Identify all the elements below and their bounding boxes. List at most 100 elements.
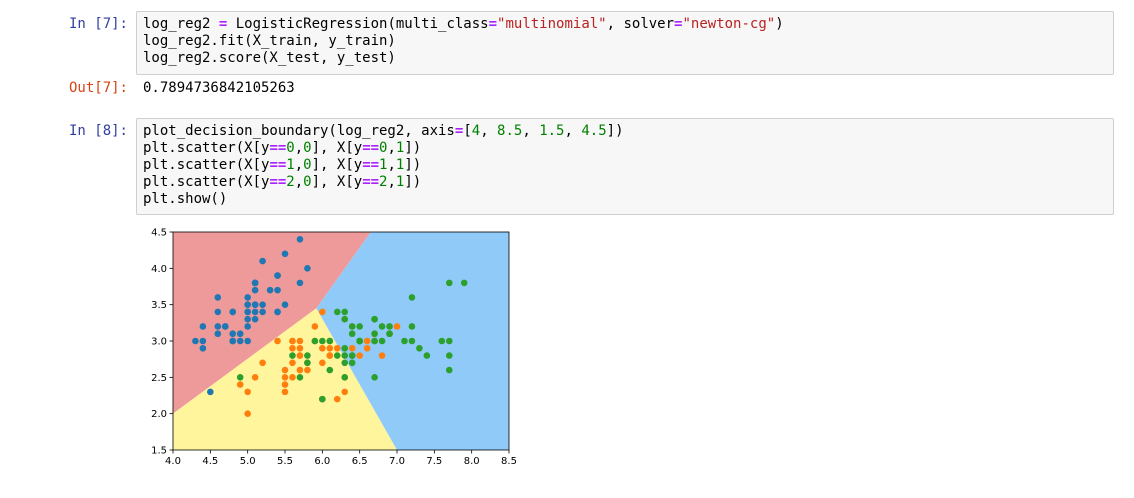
x-tick-label: 5.5 (277, 456, 293, 467)
y-tick-label: 3.0 (151, 337, 167, 348)
scatter-point-class-2 (460, 279, 468, 287)
scatter-point-class-1 (296, 366, 304, 374)
scatter-point-class-0 (192, 337, 199, 345)
code-line: plt.show() (143, 191, 228, 207)
scatter-point-class-2 (348, 359, 356, 367)
scatter-point-class-2 (378, 323, 386, 330)
x-tick-label: 7.0 (389, 456, 405, 467)
scatter-point-class-2 (445, 366, 453, 374)
x-tick-label: 6.5 (352, 456, 368, 467)
scatter-point-class-2 (348, 352, 356, 359)
scatter-point-class-1 (319, 308, 326, 316)
scatter-point-class-0 (274, 308, 281, 316)
scatter-point-class-0 (214, 330, 222, 338)
scatter-point-class-0 (274, 272, 281, 279)
scatter-point-class-1 (251, 374, 259, 381)
scatter-point-class-0 (244, 323, 251, 330)
code-editor[interactable]: log_reg2 = LogisticRegression(multi_clas… (143, 16, 1107, 67)
scatter-point-class-2 (341, 359, 349, 367)
scatter-point-class-0 (214, 294, 222, 301)
scatter-point-class-1 (356, 352, 363, 359)
x-tick-label: 8.0 (464, 456, 480, 467)
scatter-point-class-2 (378, 337, 386, 345)
code-editor[interactable]: plot_decision_boundary(log_reg2, axis=[4… (143, 123, 1107, 208)
scatter-point-class-0 (259, 257, 266, 265)
scatter-point-class-2 (348, 323, 356, 330)
scatter-point-class-2 (408, 294, 416, 301)
scatter-point-class-2 (304, 359, 311, 367)
scatter-point-class-2 (445, 352, 453, 359)
scatter-point-class-1 (259, 359, 266, 367)
scatter-point-class-2 (236, 374, 244, 381)
scatter-point-class-1 (311, 323, 319, 330)
scatter-point-class-1 (244, 388, 251, 396)
scatter-point-class-0 (236, 337, 244, 345)
output-value: 0.7894736842105263 (143, 80, 295, 96)
scatter-point-class-1 (363, 337, 371, 345)
y-tick-label: 1.5 (151, 446, 167, 457)
scatter-point-class-2 (356, 337, 363, 345)
decision-boundary-plot: 4.0 4.5 5.0 5.5 6.0 6.5 7.0 7.5 8.0 8.5 1.5 2.0 2.5 3… (151, 228, 517, 468)
scatter-point-class-1 (296, 337, 304, 345)
code-cell-7[interactable]: log_reg2 = LogisticRegression(multi_clas… (136, 11, 1114, 75)
scatter-point-class-0 (304, 265, 311, 272)
y-tick-label: 3.5 (151, 300, 167, 311)
scatter-point-class-0 (214, 323, 222, 330)
x-tick-label: 8.5 (501, 456, 517, 467)
scatter-point-class-2 (416, 344, 423, 352)
scatter-point-class-2 (326, 337, 334, 345)
x-tick-label: 4.5 (202, 456, 218, 467)
scatter-point-class-1 (326, 352, 334, 359)
scatter-point-class-0 (199, 337, 207, 345)
scatter-point-class-0 (281, 301, 289, 308)
scatter-point-class-1 (289, 374, 296, 381)
scatter-point-class-0 (244, 294, 251, 301)
scatter-point-class-1 (348, 344, 356, 352)
scatter-point-class-0 (244, 315, 251, 323)
scatter-point-class-0 (199, 323, 207, 330)
scatter-point-class-0 (214, 308, 222, 316)
x-tick-label: 6.0 (314, 456, 330, 467)
scatter-point-class-2 (319, 395, 326, 403)
scatter-point-class-1 (244, 410, 251, 417)
scatter-point-class-1 (281, 388, 289, 396)
scatter-point-class-2 (333, 308, 341, 316)
scatter-point-class-1 (274, 337, 281, 345)
scatter-point-class-1 (304, 366, 311, 374)
scatter-point-class-1 (236, 381, 244, 388)
scatter-point-class-0 (296, 279, 304, 287)
scatter-point-class-2 (438, 337, 446, 345)
scatter-point-class-2 (408, 337, 416, 345)
code-line: plot_decision_boundary(log_reg2, axis=[4… (143, 123, 624, 139)
x-tick-label: 5.0 (240, 456, 256, 467)
scatter-point-class-2 (371, 315, 378, 323)
scatter-point-class-0 (251, 279, 259, 287)
scatter-point-class-0 (266, 286, 274, 294)
plot-output: 4.0 4.5 5.0 5.5 6.0 6.5 7.0 7.5 8.0 8.5 1.5 2.0 2.5 3… (136, 226, 526, 472)
scatter-point-class-1 (393, 323, 401, 330)
scatter-point-class-1 (319, 359, 326, 367)
scatter-point-class-0 (281, 250, 289, 258)
scatter-point-class-2 (371, 337, 378, 345)
scatter-point-class-2 (408, 323, 416, 330)
scatter-point-class-2 (341, 344, 349, 352)
code-line: plt.scatter(X[y==2,0], X[y==2,1]) (143, 174, 422, 190)
code-line: log_reg2.score(X_test, y_test) (143, 50, 396, 66)
scatter-point-class-0 (229, 330, 237, 338)
code-cell-8[interactable]: plot_decision_boundary(log_reg2, axis=[4… (136, 118, 1114, 215)
scatter-point-class-2 (304, 352, 311, 359)
scatter-point-class-2 (289, 352, 296, 359)
scatter-point-class-2 (445, 337, 453, 345)
scatter-point-class-0 (229, 337, 237, 345)
y-tick-label: 2.0 (151, 409, 167, 420)
scatter-point-class-0 (251, 301, 259, 308)
scatter-point-class-0 (199, 344, 207, 352)
x-tick-label: 4.0 (165, 456, 181, 467)
scatter-point-class-1 (296, 344, 304, 352)
scatter-point-class-1 (333, 344, 341, 352)
scatter-point-class-0 (251, 315, 259, 323)
scatter-point-class-1 (326, 344, 334, 352)
scatter-point-class-2 (386, 323, 393, 330)
scatter-point-class-1 (296, 352, 304, 359)
scatter-point-class-2 (423, 352, 431, 359)
